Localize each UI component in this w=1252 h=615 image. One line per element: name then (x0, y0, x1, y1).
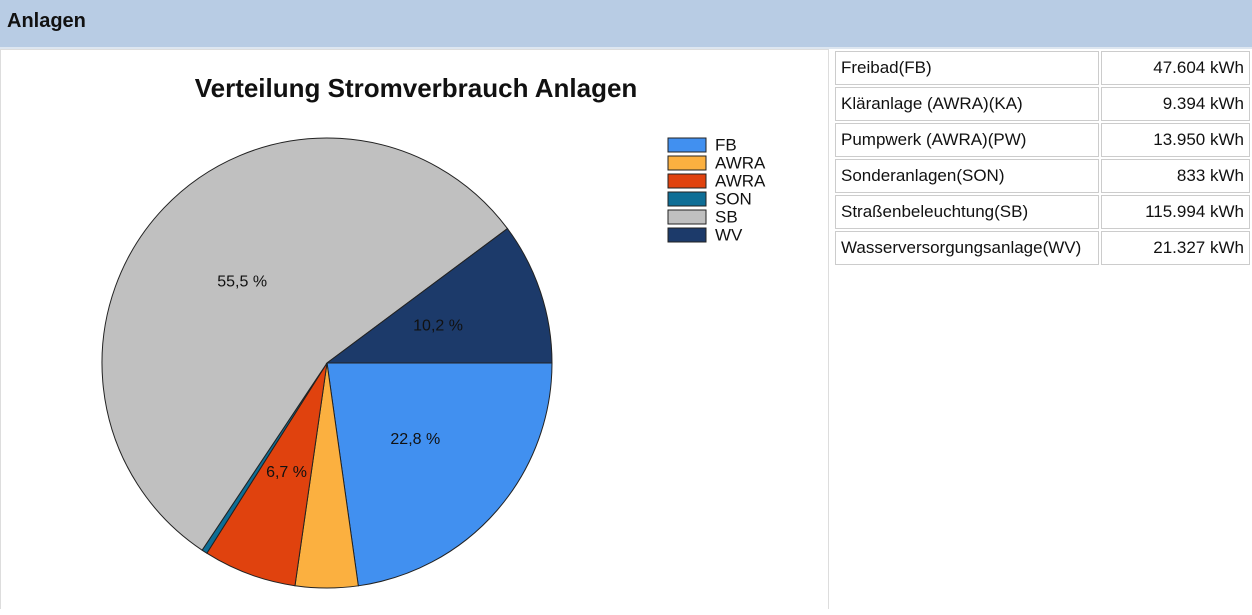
legend-label: AWRA (715, 153, 766, 172)
table-row: Sonderanlagen(SON) 833 kWh (835, 159, 1250, 193)
slice-label: 6,7 % (266, 464, 307, 481)
slice-label: 55,5 % (217, 274, 267, 291)
cell-text: 9.394 kWh (1162, 94, 1244, 113)
cell-text: 115.994 kWh (1145, 202, 1244, 221)
slice-label: 22,8 % (390, 431, 440, 448)
table-row: Wasserversorgungsanlage(WV) 21.327 kWh (835, 231, 1250, 265)
cell-text: 47.604 kWh (1153, 58, 1244, 77)
chart-title: Verteilung Stromverbrauch Anlagen (195, 73, 638, 103)
pie-slice (326, 362, 553, 587)
cell-text: Pumpwerk (AWRA)(PW) (841, 130, 1027, 149)
legend-label: WV (715, 225, 743, 244)
name-cell: Straßenbeleuchtung(SB) (835, 195, 1100, 229)
cell-text: Straßenbeleuchtung(SB) (841, 202, 1029, 221)
legend-swatch (667, 173, 707, 189)
header-title: Anlagen (7, 10, 86, 32)
table-row: Straßenbeleuchtung(SB) 115.994 kWh (835, 195, 1250, 229)
legend-label: SON (715, 189, 752, 208)
table-row: Pumpwerk (AWRA)(PW) 13.950 kWh (835, 123, 1250, 157)
legend-label: AWRA (715, 171, 766, 190)
legend-swatch (667, 191, 707, 207)
legend-swatch (667, 227, 707, 243)
name-cell: Wasserversorgungsanlage(WV) (835, 231, 1100, 265)
table-row: Freibad(FB) 47.604 kWh (835, 51, 1250, 85)
header: Anlagen (0, 0, 1252, 49)
cell-text: Wasserversorgungsanlage(WV) (841, 238, 1082, 257)
name-cell: Pumpwerk (AWRA)(PW) (835, 123, 1100, 157)
value-cell: 115.994 kWh (1101, 195, 1250, 229)
value-cell: 833 kWh (1101, 159, 1250, 193)
value-cell: 21.327 kWh (1101, 231, 1250, 265)
cell-text: 21.327 kWh (1153, 238, 1244, 257)
legend-swatch (667, 155, 707, 171)
cell-text: Freibad(FB) (841, 58, 932, 77)
name-cell: Sonderanlagen(SON) (835, 159, 1100, 193)
name-cell: Kläranlage (AWRA)(KA) (835, 87, 1100, 121)
cell-text: Sonderanlagen(SON) (841, 166, 1005, 185)
value-cell: 9.394 kWh (1101, 87, 1250, 121)
value-cell: 47.604 kWh (1101, 51, 1250, 85)
cell-text: 833 kWh (1176, 166, 1244, 185)
chart-panel: Verteilung Stromverbrauch Anlagen 22,8 %… (0, 49, 829, 609)
legend-label: SB (715, 207, 738, 226)
table-row: Kläranlage (AWRA)(KA) 9.394 kWh (835, 87, 1250, 121)
table: Freibad(FB) 47.604 kWh Kläranlage (AWRA)(K… (833, 49, 1252, 267)
legend-swatch (667, 209, 707, 225)
legend-swatch (667, 137, 707, 153)
pie-slice (325, 227, 553, 364)
legend-label: FB (715, 135, 737, 154)
chart: Verteilung Stromverbrauch Anlagen 22,8 %… (101, 73, 766, 589)
cell-text: Kläranlage (AWRA)(KA) (841, 94, 1023, 113)
slice-label: 10,2 % (413, 317, 463, 334)
cell-text: 13.950 kWh (1153, 130, 1244, 149)
value-cell: 13.950 kWh (1101, 123, 1250, 157)
name-cell: Freibad(FB) (835, 51, 1100, 85)
pie-slice (101, 137, 509, 551)
